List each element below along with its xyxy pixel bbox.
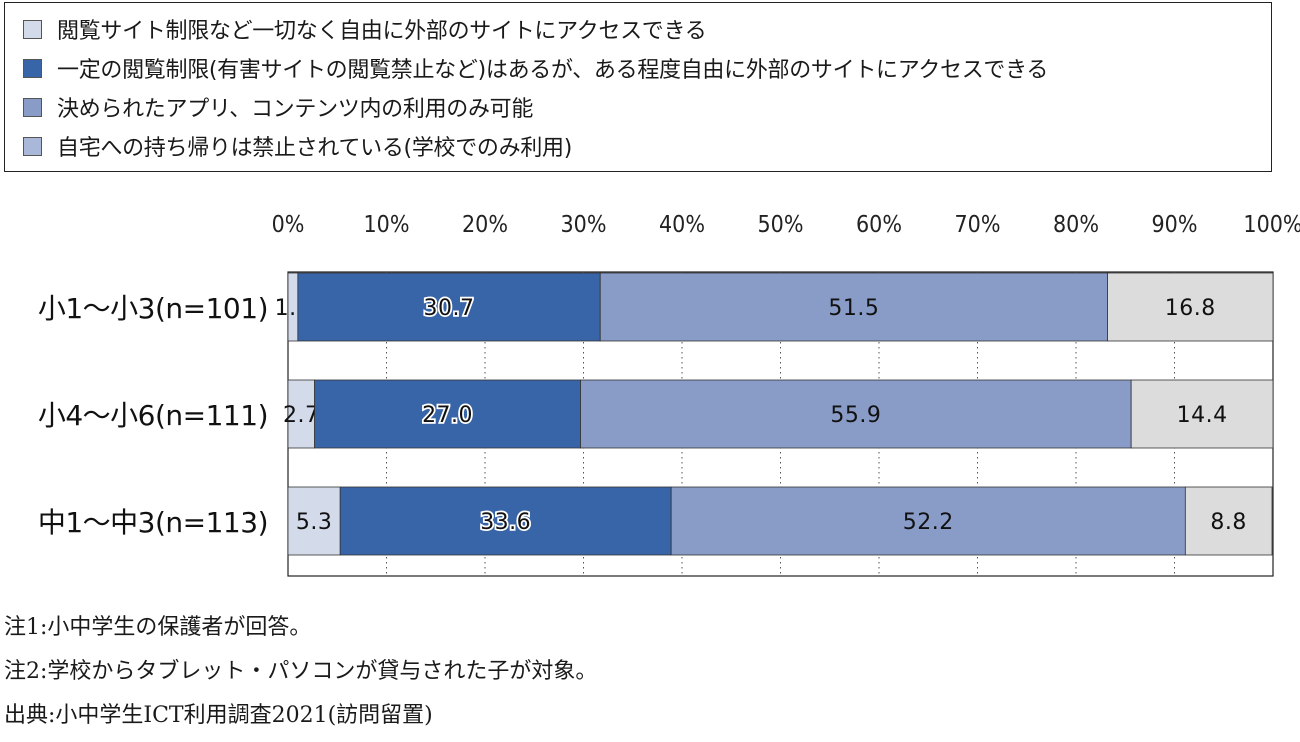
bar-segment bbox=[287, 379, 315, 449]
bar-segment bbox=[1184, 486, 1273, 556]
data-label: 55.9 bbox=[830, 403, 881, 428]
category-label: 小4～小6(n=111) bbox=[38, 399, 268, 432]
legend-swatch-partial-restriction bbox=[23, 58, 42, 78]
x-tick-label: 10% bbox=[364, 212, 410, 238]
bar-segment bbox=[1130, 379, 1274, 449]
x-tick-label: 20% bbox=[462, 212, 508, 238]
x-tick-label: 60% bbox=[856, 212, 902, 238]
x-tick-label: 0% bbox=[272, 212, 305, 238]
category-label: 小1～小3(n=101) bbox=[38, 292, 268, 325]
data-label: 5.3 bbox=[296, 510, 333, 535]
category-label: 中1～中3(n=113) bbox=[38, 506, 268, 539]
data-label: 52.2 bbox=[903, 510, 954, 535]
bar-segment bbox=[599, 272, 1108, 342]
legend-label-unrestricted: 閲覧サイト制限など一切なく自由に外部のサイトにアクセスできる bbox=[57, 19, 707, 44]
x-tick-label: 50% bbox=[758, 212, 804, 238]
bar-segment bbox=[314, 379, 581, 449]
legend-item-no-take-home: 自宅への持ち帰りは禁止されている(学校でのみ利用) bbox=[23, 128, 572, 164]
legend-item-apps-only: 決められたアプリ、コンテンツ内の利用のみ可能 bbox=[23, 89, 533, 125]
note-respondents: 注1:小中学生の保護者が回答。 bbox=[4, 615, 312, 640]
legend-item-unrestricted: 閲覧サイト制限など一切なく自由に外部のサイトにアクセスできる bbox=[23, 11, 707, 47]
bar-segment bbox=[297, 272, 601, 342]
x-tick-label: 80% bbox=[1053, 212, 1099, 238]
data-label: 2.7 bbox=[283, 403, 320, 428]
x-tick-label: 30% bbox=[561, 212, 607, 238]
bar-segment bbox=[1107, 272, 1274, 342]
note-target: 注2:学校からタブレット・パソコンが貸与された子が対象。 bbox=[4, 659, 598, 684]
x-tick-label: 100% bbox=[1243, 212, 1300, 238]
legend-item-partial-restriction: 一定の閲覧制限(有害サイトの閲覧禁止など)はあるが、ある程度自由に外部のサイトに… bbox=[23, 50, 1048, 86]
data-label: 51.5 bbox=[828, 296, 879, 321]
bar-segment bbox=[670, 486, 1186, 556]
data-label: 14.4 bbox=[1177, 403, 1228, 428]
chart-legend: 閲覧サイト制限など一切なく自由に外部のサイトにアクセスできる 一定の閲覧制限(有… bbox=[4, 2, 1272, 172]
data-label: 30.7 bbox=[424, 296, 475, 321]
stacked-bar-chart: 0% 10% 20% 30% 40% 50% 60% 70% 80% 90% 100%1.0 30.7… bbox=[38, 212, 1300, 577]
legend-swatch-unrestricted bbox=[23, 19, 42, 39]
bar-segment bbox=[339, 486, 672, 556]
legend-label-apps-only: 決められたアプリ、コンテンツ内の利用のみ可能 bbox=[57, 97, 534, 122]
x-tick-label: 90% bbox=[1152, 212, 1198, 238]
legend-swatch-no-take-home bbox=[23, 136, 42, 156]
legend-label-partial-restriction: 一定の閲覧制限(有害サイトの閲覧禁止など)はあるが、ある程度自由に外部のサイトに… bbox=[57, 58, 1049, 83]
data-label: 8.8 bbox=[1210, 510, 1247, 535]
legend-swatch-apps-only bbox=[23, 97, 42, 117]
data-label: 16.8 bbox=[1165, 296, 1216, 321]
footnotes: 注1:小中学生の保護者が回答。 注2:学校からタブレット・パソコンが貸与された子… bbox=[4, 606, 597, 738]
data-label: 33.6 bbox=[480, 510, 531, 535]
legend-label-no-take-home: 自宅への持ち帰りは禁止されている(学校でのみ利用) bbox=[57, 136, 573, 161]
x-tick-label: 40% bbox=[659, 212, 705, 238]
x-tick-label: 70% bbox=[955, 212, 1001, 238]
source-note: 出典:小中学生ICT利用調査2021(訪問留置) bbox=[4, 703, 433, 728]
bar-segment bbox=[580, 379, 1132, 449]
data-label: 27.0 bbox=[422, 403, 473, 428]
